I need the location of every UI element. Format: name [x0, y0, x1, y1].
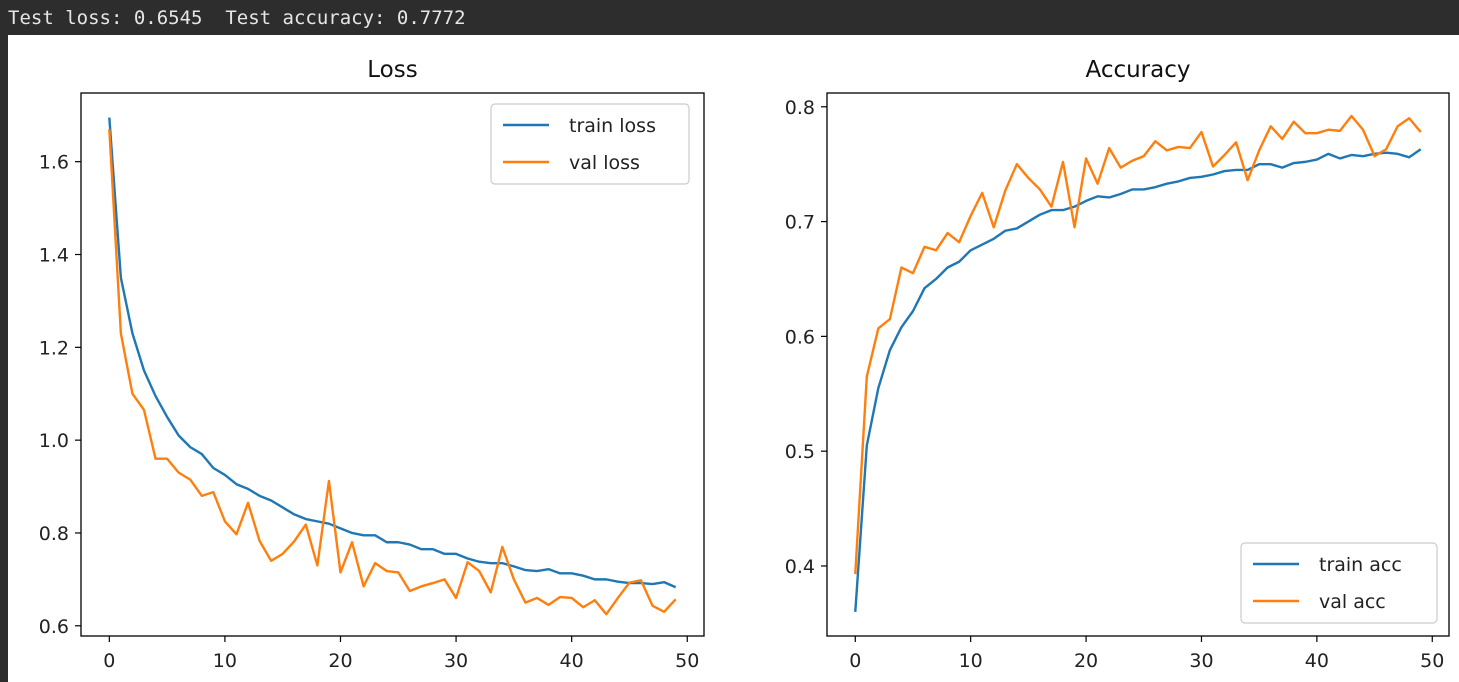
y-tick-label: 0.5: [785, 441, 815, 463]
x-tick-label: 10: [959, 650, 983, 672]
x-tick-label: 50: [1420, 650, 1444, 672]
y-tick-label: 0.7: [785, 212, 815, 234]
legend-label: train loss: [569, 115, 656, 137]
chart-accuracy: Accuracy 0 10 20 30 40 50 0.4 0.5 0.6 0.7 0.8 train …: [785, 57, 1450, 672]
x-tick-label: 30: [444, 650, 468, 672]
x-tick-label: 20: [328, 650, 352, 672]
chart-title: Loss: [367, 57, 417, 83]
x-tick-label: 40: [1305, 650, 1329, 672]
legend-label: train acc: [1319, 554, 1402, 576]
y-tick-label: 0.6: [785, 326, 815, 348]
series-line-train-loss: [108, 117, 677, 589]
axes-frame: [826, 92, 1450, 637]
legend: train loss val loss: [490, 103, 690, 185]
x-tick-label: 40: [560, 650, 584, 672]
y-tick-label: 1.4: [39, 245, 69, 267]
axes-frame: [80, 92, 705, 637]
series-line-val-loss: [108, 129, 677, 616]
series-line-train-acc: [854, 148, 1422, 612]
legend-label: val loss: [569, 152, 640, 174]
legend-label: val acc: [1319, 591, 1386, 613]
test-metrics-text: Test loss: 0.6545 Test accuracy: 0.7772: [8, 7, 466, 29]
x-tick-label: 0: [849, 650, 861, 672]
x-tick-label: 0: [103, 650, 115, 672]
x-tick-label: 20: [1074, 650, 1098, 672]
legend: train acc val acc: [1240, 542, 1438, 624]
x-tick-label: 30: [1189, 650, 1213, 672]
y-tick-label: 0.6: [39, 616, 69, 638]
console-output: Test loss: 0.6545 Test accuracy: 0.7772: [0, 0, 1459, 35]
y-tick-label: 0.4: [785, 556, 815, 578]
series-line-val-acc: [854, 114, 1422, 575]
figure-canvas: Loss 0 10 20 30 40 50 0.6 0.8 1.0 1.2 1.4 1.6 train l…: [8, 35, 1459, 682]
y-tick-label: 1.2: [39, 337, 69, 359]
y-tick-label: 0.8: [785, 97, 815, 119]
y-tick-label: 1.6: [39, 152, 69, 174]
y-tick-label: 0.8: [39, 523, 69, 545]
chart-title: Accuracy: [1085, 57, 1190, 83]
x-tick-label: 10: [213, 650, 237, 672]
y-tick-label: 1.0: [39, 430, 69, 452]
chart-loss: Loss 0 10 20 30 40 50 0.6 0.8 1.0 1.2 1.4 1.6 train l…: [39, 57, 705, 672]
x-tick-label: 50: [675, 650, 699, 672]
charts-svg: Loss 0 10 20 30 40 50 0.6 0.8 1.0 1.2 1.4 1.6 train l…: [39, 57, 1450, 672]
